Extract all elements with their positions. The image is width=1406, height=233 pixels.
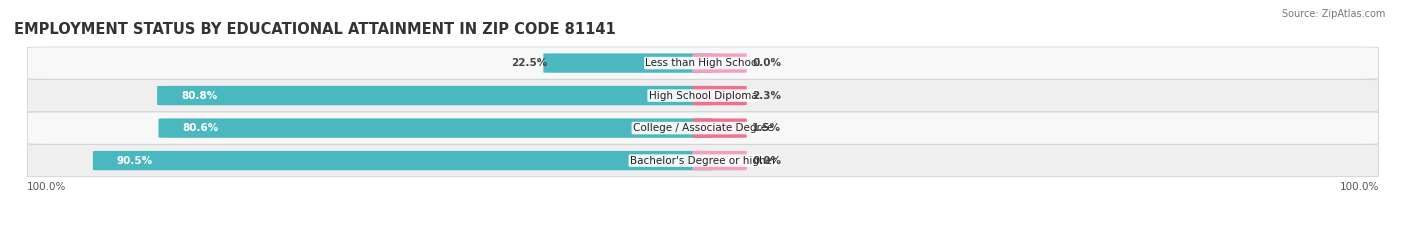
Text: 80.8%: 80.8% xyxy=(181,91,218,101)
Text: 0.0%: 0.0% xyxy=(752,58,780,68)
FancyBboxPatch shape xyxy=(27,47,1379,79)
FancyBboxPatch shape xyxy=(27,79,1379,112)
FancyBboxPatch shape xyxy=(692,151,747,170)
FancyBboxPatch shape xyxy=(159,118,714,138)
Text: 100.0%: 100.0% xyxy=(1340,182,1379,192)
FancyBboxPatch shape xyxy=(692,86,747,105)
Text: 22.5%: 22.5% xyxy=(510,58,547,68)
FancyBboxPatch shape xyxy=(157,86,714,105)
Text: 1.5%: 1.5% xyxy=(752,123,780,133)
Text: 90.5%: 90.5% xyxy=(117,156,153,166)
Text: EMPLOYMENT STATUS BY EDUCATIONAL ATTAINMENT IN ZIP CODE 81141: EMPLOYMENT STATUS BY EDUCATIONAL ATTAINM… xyxy=(14,22,616,37)
Text: Source: ZipAtlas.com: Source: ZipAtlas.com xyxy=(1281,9,1385,19)
Text: 0.0%: 0.0% xyxy=(752,156,780,166)
FancyBboxPatch shape xyxy=(692,53,747,73)
Text: Less than High School: Less than High School xyxy=(645,58,761,68)
FancyBboxPatch shape xyxy=(692,118,747,138)
FancyBboxPatch shape xyxy=(27,144,1379,177)
FancyBboxPatch shape xyxy=(93,151,714,170)
Text: College / Associate Degree: College / Associate Degree xyxy=(633,123,773,133)
Text: Bachelor's Degree or higher: Bachelor's Degree or higher xyxy=(630,156,776,166)
Text: 100.0%: 100.0% xyxy=(27,182,66,192)
FancyBboxPatch shape xyxy=(543,53,714,73)
Text: 2.3%: 2.3% xyxy=(752,91,780,101)
Text: 80.6%: 80.6% xyxy=(183,123,218,133)
FancyBboxPatch shape xyxy=(27,112,1379,144)
Text: High School Diploma: High School Diploma xyxy=(648,91,758,101)
